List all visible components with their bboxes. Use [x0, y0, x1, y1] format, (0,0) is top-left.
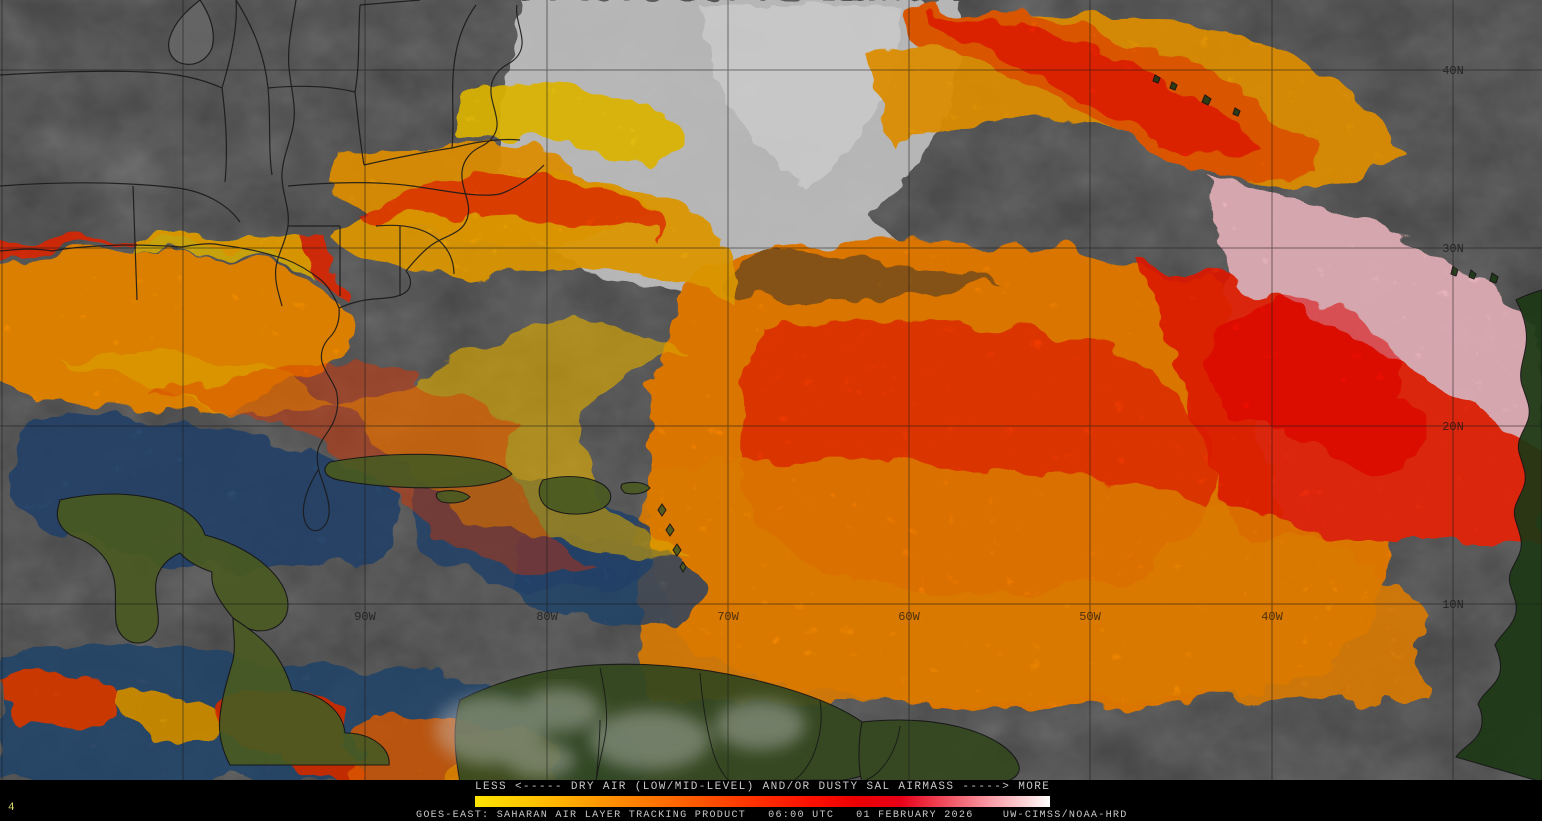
svg-text:50W: 50W: [1079, 610, 1101, 624]
svg-text:40N: 40N: [1442, 64, 1464, 78]
svg-text:60W: 60W: [898, 610, 920, 624]
svg-text:30N: 30N: [1442, 242, 1464, 256]
svg-text:10N: 10N: [1442, 598, 1464, 612]
svg-text:40W: 40W: [1261, 610, 1283, 624]
svg-text:90W: 90W: [354, 610, 376, 624]
svg-text:70W: 70W: [717, 610, 739, 624]
svg-text:80W: 80W: [536, 610, 558, 624]
svg-text:20N: 20N: [1442, 420, 1464, 434]
